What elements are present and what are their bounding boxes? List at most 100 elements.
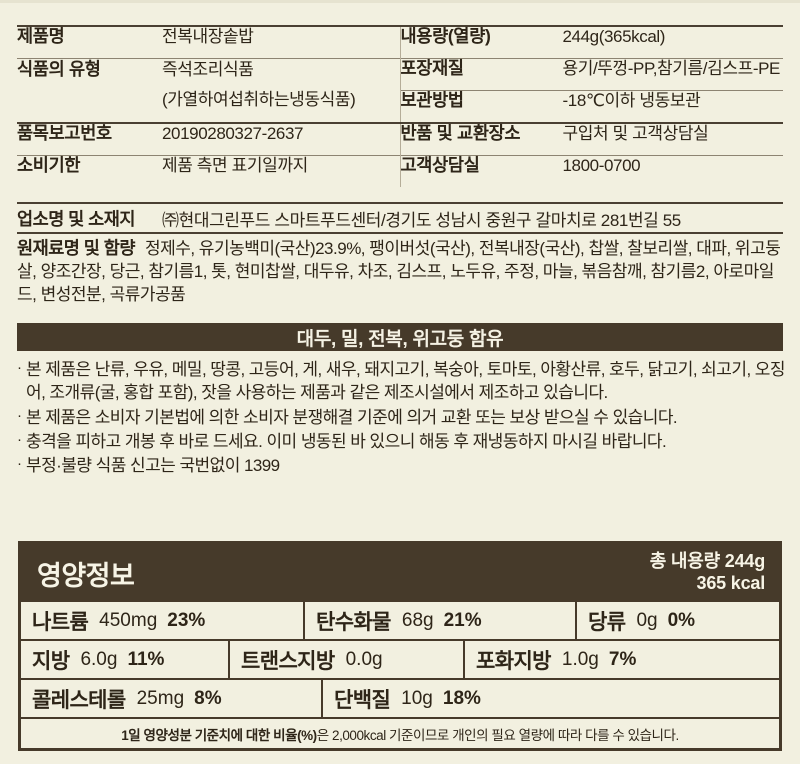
info-key-net-weight: 내용량(열량): [400, 26, 491, 46]
info-key-report-number: 품목보고번호: [17, 123, 112, 143]
vendor-value: ㈜현대그린푸드 스마트푸드센터/경기도 성남시 중원구 갈마치로 281번길 5…: [162, 210, 681, 230]
nutrition-cell-saturated-fat: 포화지방 1.0g 7%: [463, 641, 779, 678]
nutrient-amount: 0.0g: [345, 648, 383, 670]
info-cell-right: 고객상담실 1800-0700: [399, 155, 783, 187]
nutrient-amount: 6.0g: [80, 648, 118, 670]
info-key-packaging: 포장재질: [400, 58, 465, 78]
nutrient-percent: 11%: [127, 648, 165, 670]
info-cell-left: 품목보고번호 20190280327-2637: [17, 122, 400, 156]
product-info-body: 제품명 전복내장솥밥 내용량(열량) 244g(365kcal) 식품의 유형 …: [17, 25, 783, 187]
info-value-food-type: 즉석조리식품: [162, 59, 254, 79]
footnote-rest-text: 은 2,000kcal 기준이므로 개인의 필요 열량에 따라 다를 수 있습니…: [316, 727, 680, 743]
nutrient-percent: 21%: [443, 609, 482, 631]
table-row: 식품의 유형 즉석조리식품 (가열하여섭취하는냉동식품) 포장재질 용기/뚜껑-…: [17, 58, 783, 123]
ingredients-key: 원재료명 및 함량: [17, 238, 135, 258]
info-value-customer-service: 1800-0700: [562, 156, 641, 175]
bullet-dot-icon: ·: [17, 455, 22, 473]
list-item: · 부정·불량 식품 신고는 국번없이 1399: [17, 454, 785, 477]
nutrition-facts-panel: 영양정보 총 내용량 244g 365 kcal 나트륨 450mg 23% 탄…: [18, 541, 782, 751]
nutrient-name: 단백질: [334, 688, 391, 712]
info-cell-right: 반품 및 교환장소 구입처 및 고객상담실: [399, 122, 783, 156]
product-info-table: 제품명 전복내장솥밥 내용량(열량) 244g(365kcal) 식품의 유형 …: [17, 25, 783, 187]
notice-list: · 본 제품은 난류, 우유, 메밀, 땅콩, 고등어, 게, 새우, 돼지고기…: [17, 358, 786, 478]
nutrient-percent: 7%: [608, 648, 637, 670]
vendor-row: 업소명 및 소재지 ㈜현대그린푸드 스마트푸드센터/경기도 성남시 중원구 갈마…: [17, 202, 783, 232]
nutrient-percent: 18%: [442, 687, 481, 709]
notice-text: 충격을 피하고 개봉 후 바로 드세요. 이미 냉동된 바 있으니 해동 후 재…: [26, 431, 667, 451]
nutrition-cell-cholesterol: 콜레스테롤 25mg 8%: [21, 680, 321, 717]
nutrient-amount: 450mg: [99, 609, 158, 631]
info-key-expiry: 소비기한: [17, 155, 81, 175]
info-value-report-number: 20190280327-2637: [162, 124, 304, 143]
info-cell-right: 포장재질 용기/뚜껑-PP,참기름/김스프-PE: [399, 58, 783, 91]
nutrition-footnote: 1일 영양성분 기준치에 대한 비율(%) 은 2,000kcal 기준이므로 개…: [21, 717, 779, 748]
info-cell-right: 내용량(열량) 244g(365kcal): [399, 25, 783, 59]
info-value-return-place: 구입처 및 고객상담실: [562, 124, 709, 143]
nutrition-serving-info: 총 내용량 244g 365 kcal: [650, 551, 765, 594]
info-key-food-type: 식품의 유형: [17, 58, 101, 79]
notice-text: 본 제품은 소비자 기본법에 의한 소비자 분쟁해결 기준에 의거 교환 또는 …: [26, 407, 678, 427]
nutrition-cell-sugars: 당류 0g 0%: [575, 602, 779, 639]
info-key-product-name: 제품명: [17, 26, 65, 46]
info-key-storage: 보관방법: [400, 90, 465, 110]
nutrition-row: 지방 6.0g 11% 트랜스지방 0.0g 포화지방 1.0g 7%: [21, 639, 779, 678]
allergen-banner-text: 대두, 밀, 전복, 위고둥 함유: [296, 328, 504, 350]
table-row: 품목보고번호 20190280327-2637 반품 및 교환장소 구입처 및 …: [17, 122, 783, 156]
nutrition-total-amount: 총 내용량 244g: [649, 551, 765, 572]
vendor-key: 업소명 및 소재지: [17, 208, 135, 229]
nutrition-cell-protein: 단백질 10g 18%: [321, 680, 779, 717]
nutrient-name: 콜레스테롤: [32, 688, 126, 712]
notice-text: 부정·불량 식품 신고는 국번없이 1399: [26, 456, 280, 476]
bullet-dot-icon: ·: [17, 406, 22, 424]
nutrient-amount: 0g: [636, 609, 658, 631]
footnote-bold-text: 1일 영양성분 기준치에 대한 비율(%): [121, 727, 317, 743]
ingredients-row: 원재료명 및 함량 정제수, 유기농백미(국산)23.9%, 팽이버섯(국산), …: [17, 232, 783, 306]
info-cell-left: 소비기한 제품 측면 표기일까지: [17, 155, 400, 187]
info-value-food-type-sub: (가열하여섭취하는냉동식품): [162, 89, 356, 109]
nutrient-name: 포화지방: [476, 649, 551, 673]
nutrient-amount: 68g: [401, 609, 434, 631]
nutrition-header: 영양정보 총 내용량 244g 365 kcal: [21, 544, 779, 602]
list-item: · 본 제품은 소비자 기본법에 의한 소비자 분쟁해결 기준에 의거 교환 또…: [17, 406, 785, 429]
info-value-storage: -18℃이하 냉동보관: [562, 91, 701, 110]
table-row: 보관방법 -18℃이하 냉동보관: [17, 90, 783, 123]
info-key-customer-service: 고객상담실: [400, 155, 480, 175]
nutrient-name: 트랜스지방: [241, 649, 335, 673]
bullet-dot-icon: ·: [17, 359, 22, 376]
nutrient-percent: 23%: [167, 609, 206, 631]
bullet-dot-icon: ·: [17, 430, 22, 448]
nutrient-amount: 1.0g: [561, 648, 599, 670]
info-value-packaging: 용기/뚜껑-PP,참기름/김스프-PE: [562, 59, 781, 78]
info-cell-left: 제품명 전복내장솥밥: [17, 25, 400, 59]
info-value-expiry: 제품 측면 표기일까지: [162, 156, 308, 175]
nutrient-percent: 8%: [194, 687, 222, 709]
nutrition-row: 콜레스테롤 25mg 8% 단백질 10g 18%: [21, 678, 779, 717]
nutrient-name: 나트륨: [32, 610, 89, 634]
ingredients-value: 정제수, 유기농백미(국산)23.9%, 팽이버섯(국산), 전복내장(국산),…: [17, 239, 781, 304]
info-key-return-place: 반품 및 교환장소: [400, 123, 521, 143]
table-row: 제품명 전복내장솥밥 내용량(열량) 244g(365kcal): [17, 25, 783, 59]
list-item: · 충격을 피하고 개봉 후 바로 드세요. 이미 냉동된 바 있으니 해동 후…: [17, 430, 785, 453]
nutrient-name: 탄수화물: [316, 610, 391, 634]
nutrient-name: 당류: [588, 610, 626, 634]
nutrition-total-kcal: 365 kcal: [696, 573, 766, 593]
info-value-net-weight: 244g(365kcal): [562, 27, 666, 46]
nutrient-amount: 25mg: [136, 687, 185, 709]
nutrient-percent: 0%: [667, 609, 696, 631]
nutrition-title: 영양정보: [37, 560, 135, 591]
info-cell-left: 식품의 유형 즉석조리식품 (가열하여섭취하는냉동식품): [17, 58, 400, 123]
nutrition-rows: 나트륨 450mg 23% 탄수화물 68g 21% 당류 0g 0% 지방: [21, 602, 779, 717]
notice-text: 본 제품은 난류, 우유, 메밀, 땅콩, 고등어, 게, 새우, 돼지고기, …: [26, 360, 786, 403]
nutrition-row: 나트륨 450mg 23% 탄수화물 68g 21% 당류 0g 0%: [21, 602, 779, 639]
nutrition-cell-carbohydrate: 탄수화물 68g 21%: [303, 602, 575, 639]
table-row: 소비기한 제품 측면 표기일까지 고객상담실 1800-0700: [17, 155, 783, 187]
nutrient-name: 지방: [32, 649, 70, 673]
nutrition-cell-sodium: 나트륨 450mg 23%: [21, 602, 303, 639]
allergen-banner: 대두, 밀, 전복, 위고둥 함유: [17, 323, 783, 351]
nutrient-amount: 10g: [401, 687, 433, 709]
info-value-product-name: 전복내장솥밥: [162, 27, 254, 46]
list-item: · 본 제품은 난류, 우유, 메밀, 땅콩, 고등어, 게, 새우, 돼지고기…: [17, 358, 786, 405]
info-cell-right: 보관방법 -18℃이하 냉동보관: [399, 90, 783, 123]
nutrition-cell-fat: 지방 6.0g 11%: [21, 641, 228, 678]
